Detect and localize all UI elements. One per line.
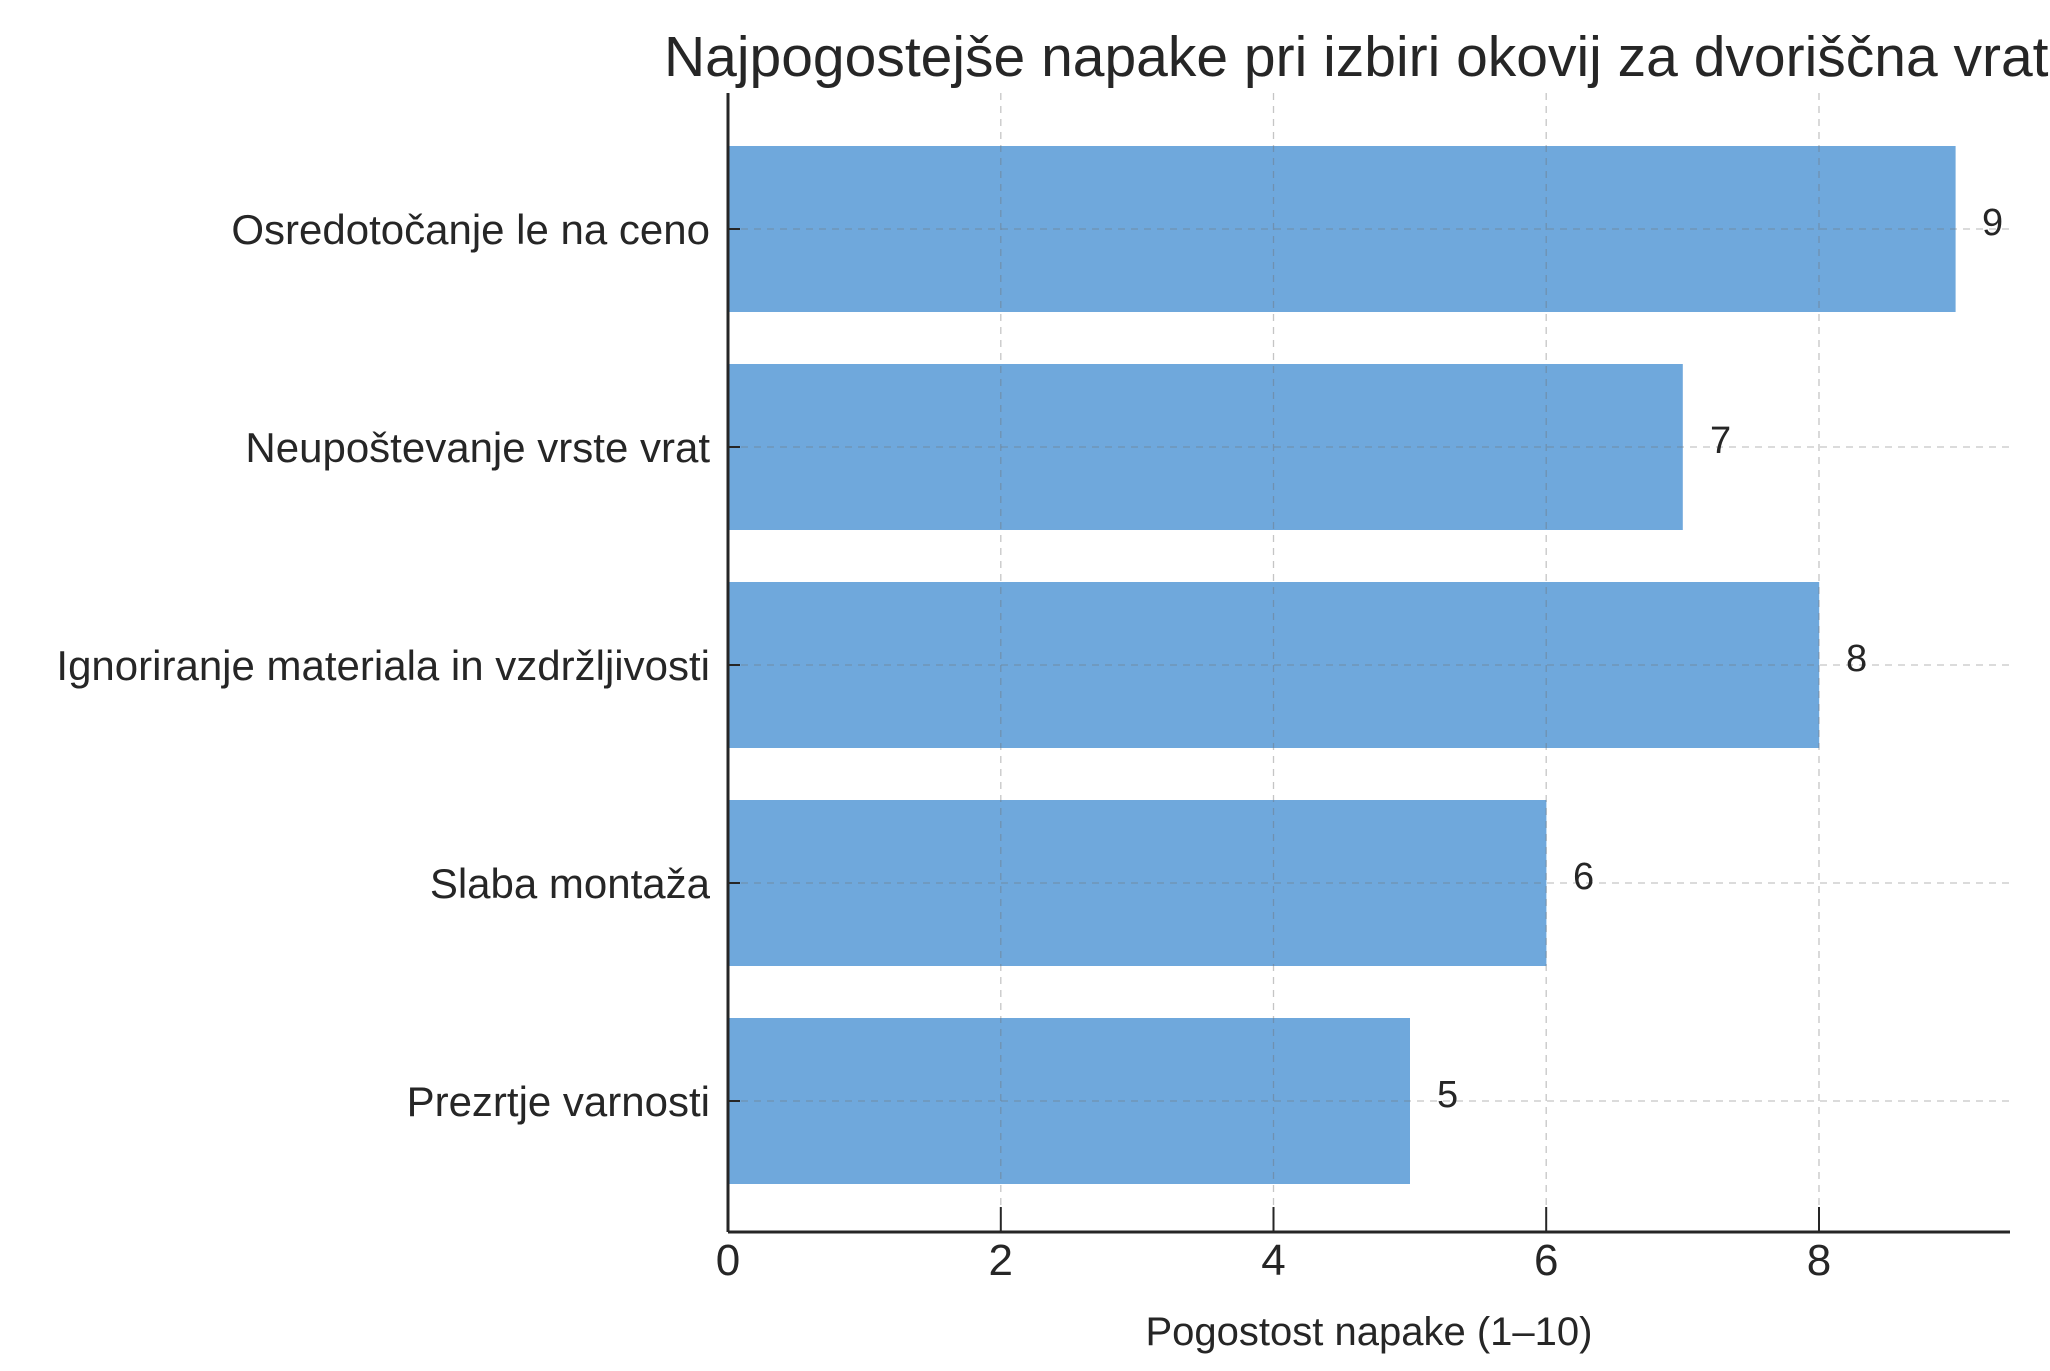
svg-text:6: 6 <box>1534 1236 1558 1285</box>
svg-text:Neupoštevanje vrste vrat: Neupoštevanje vrste vrat <box>245 424 710 471</box>
svg-text:Prezrtje varnosti: Prezrtje varnosti <box>407 1078 710 1125</box>
svg-text:Osredotočanje le na ceno: Osredotočanje le na ceno <box>231 206 710 253</box>
svg-text:Ignoriranje materiala in vzdrž: Ignoriranje materiala in vzdržljivosti <box>56 642 710 689</box>
svg-text:5: 5 <box>1437 1074 1458 1116</box>
svg-text:8: 8 <box>1807 1236 1831 1285</box>
svg-text:Slaba montaža: Slaba montaža <box>430 860 711 907</box>
svg-text:2: 2 <box>989 1236 1013 1285</box>
svg-text:7: 7 <box>1710 420 1731 462</box>
svg-text:0: 0 <box>716 1236 740 1285</box>
svg-text:8: 8 <box>1846 638 1867 680</box>
svg-text:4: 4 <box>1261 1236 1285 1285</box>
svg-text:6: 6 <box>1573 856 1594 898</box>
svg-text:9: 9 <box>1982 202 2003 244</box>
svg-text:Pogostost napake (1–10): Pogostost napake (1–10) <box>1146 1310 1593 1354</box>
svg-text:Najpogostejše napake pri izbir: Najpogostejše napake pri izbiri okovij z… <box>664 25 2050 89</box>
